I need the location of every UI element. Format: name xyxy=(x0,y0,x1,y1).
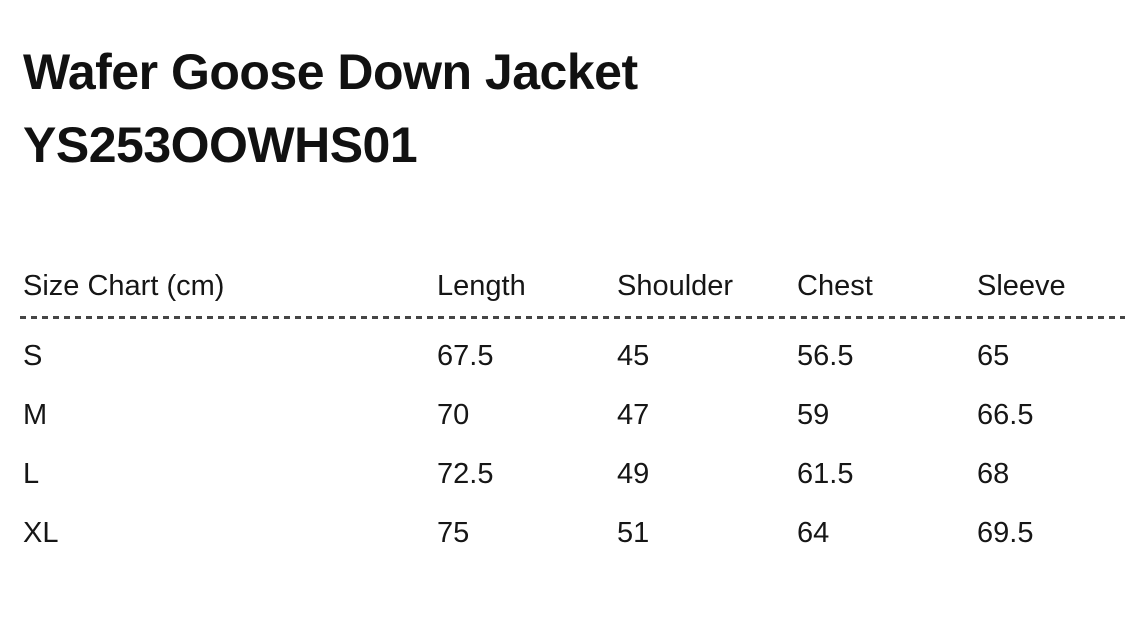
table-row: S 67.5 45 56.5 65 xyxy=(23,327,1125,386)
size-cell: L xyxy=(23,458,40,490)
dashed-divider xyxy=(20,316,1125,319)
product-title: Wafer Goose Down Jacket YS253OOWHS01 xyxy=(23,36,638,182)
value-cell: 70 xyxy=(437,399,470,431)
size-cell: M xyxy=(23,399,48,431)
column-header-sleeve: Sleeve xyxy=(977,269,1066,302)
value-cell: 68 xyxy=(977,458,1010,490)
column-header-chest: Chest xyxy=(797,269,873,302)
value-cell: 64 xyxy=(797,517,830,549)
column-header-length: Length xyxy=(437,269,526,302)
table-row: L 72.5 49 61.5 68 xyxy=(23,445,1125,504)
value-cell: 45 xyxy=(617,340,650,372)
value-cell: 69.5 xyxy=(977,517,1034,549)
table-row: M 70 47 59 66.5 xyxy=(23,386,1125,445)
size-cell: XL xyxy=(23,517,59,549)
value-cell: 61.5 xyxy=(797,458,854,490)
size-chart-body: S 67.5 45 56.5 65 M 70 47 59 66.5 L 72.5… xyxy=(23,319,1125,563)
value-cell: 56.5 xyxy=(797,340,854,372)
value-cell: 51 xyxy=(617,517,650,549)
size-chart-table: Size Chart (cm) Length Shoulder Chest Sl… xyxy=(20,265,1125,563)
value-cell: 49 xyxy=(617,458,650,490)
size-chart-header-row: Size Chart (cm) Length Shoulder Chest Sl… xyxy=(23,265,1125,307)
product-name: Wafer Goose Down Jacket xyxy=(23,44,638,100)
value-cell: 59 xyxy=(797,399,830,431)
column-header-shoulder: Shoulder xyxy=(617,269,734,302)
product-code: YS253OOWHS01 xyxy=(23,117,418,173)
table-row: XL 75 51 64 69.5 xyxy=(23,504,1125,563)
size-chart-title: Size Chart (cm) xyxy=(23,269,225,302)
value-cell: 47 xyxy=(617,399,650,431)
size-cell: S xyxy=(23,340,43,372)
value-cell: 66.5 xyxy=(977,399,1034,431)
value-cell: 65 xyxy=(977,340,1010,372)
value-cell: 75 xyxy=(437,517,470,549)
value-cell: 72.5 xyxy=(437,458,494,490)
value-cell: 67.5 xyxy=(437,340,494,372)
